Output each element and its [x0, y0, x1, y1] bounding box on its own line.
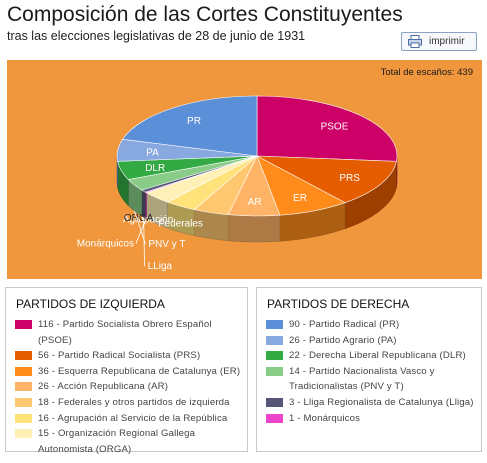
legend-left-item: 116 - Partido Socialista Obrero Español … [15, 317, 246, 348]
pie-slice-label: PNV y T [148, 239, 185, 250]
legend-swatch [266, 320, 283, 329]
pie-slice-label: AR [248, 197, 262, 208]
page-subtitle: tras las elecciones legislativas de 28 d… [7, 29, 306, 43]
legend-item-label: 26 - Partido Agrario (PA) [289, 334, 397, 346]
page-title: Composición de las Cortes Constituyentes [7, 3, 403, 26]
legend-swatch [15, 320, 32, 329]
pie-slice [256, 95, 398, 162]
pie-slice-label: Agrupación [123, 215, 174, 226]
legend-item-label: 14 - Partido Nacionalista Vasco y Tradic… [289, 365, 435, 393]
pie-slice-label: ORGA [124, 213, 154, 224]
printer-icon [408, 35, 422, 48]
legend-swatch [266, 366, 283, 376]
legend-swatch [15, 397, 32, 407]
legend-swatch [15, 366, 32, 376]
legend-swatch [266, 335, 283, 345]
legend-item-label: 90 - Partido Radical (PR) [289, 319, 400, 330]
legend-swatch [15, 382, 32, 392]
pie-tops [116, 95, 398, 217]
legend-swatch [15, 351, 32, 361]
pie-slice-label: DLR [145, 163, 165, 174]
legend-right-item: 22 - Derecha Liberal Republicana (DLR) [266, 348, 477, 364]
legend-item-label: 56 - Partido Radical Socialista (PRS) [38, 350, 201, 362]
legend-item-label: 3 - Lliga Regionalista de Catalunya (Lli… [289, 396, 474, 408]
pie-leader-line [134, 210, 146, 245]
print-button-label: imprimir [429, 36, 465, 47]
chart-panel: PSOE PRS ER AR Federales Agrupación ORGA Monárq… [7, 60, 482, 279]
pie-sides [116, 155, 398, 243]
legend-left-item: 16 - Agrupación al Servicio de la Repúbl… [15, 411, 246, 427]
pie-slice-side [227, 214, 281, 243]
legend-swatch [266, 413, 283, 423]
legend-item-label: 18 - Federales y otros partidos de izqui… [38, 396, 230, 408]
legend-right-box: PARTIDOS DE DERECHA 90 - Partido Radical… [256, 287, 482, 452]
legend-right-title: PARTIDOS DE DERECHA [267, 297, 410, 311]
legend-left-box: PARTIDOS DE IZQUIERDA 116 - Partido Soci… [5, 287, 248, 455]
pie-slice-label: PSOE [321, 122, 349, 133]
legend-right-item: 26 - Partido Agrario (PA) [266, 333, 477, 349]
legend-swatch [266, 351, 283, 361]
legend-item-label: 1 - Monárquicos [289, 412, 361, 424]
legend-right-item: 14 - Partido Nacionalista Vasco y Tradic… [266, 364, 477, 395]
legend-left-list: 116 - Partido Socialista Obrero Español … [15, 317, 246, 457]
pie-slice [256, 155, 397, 203]
pie-slice-label: ER [293, 193, 307, 204]
legend-left-item: 18 - Federales y otros partidos de izqui… [15, 395, 246, 411]
legend-right-item: 1 - Monárquicos [266, 411, 477, 427]
pie-slice-label: LLiga [148, 261, 173, 272]
legend-left-item: 56 - Partido Radical Socialista (PRS) [15, 348, 246, 364]
legend-left-item: 15 - Organización Regional Gallega Auton… [15, 426, 246, 457]
legend-item-label: 26 - Acción Republicana (AR) [38, 381, 169, 393]
pie-slice-label: Federales [158, 218, 202, 229]
legend-item-label: 36 - Esquerra Republicana de Catalunya (… [38, 365, 241, 377]
legend-right-item: 90 - Partido Radical (PR) [266, 317, 477, 333]
legend-item-label: 15 - Organización Regional Gallega Auton… [38, 428, 196, 455]
pie-slice [122, 95, 258, 157]
legend-item-label: 16 - Agrupación al Servicio de la Repúbl… [38, 412, 228, 424]
legend-swatch [15, 413, 32, 423]
pie-slice-label: PR [187, 116, 201, 127]
legend-left-title: PARTIDOS DE IZQUIERDA [16, 297, 165, 311]
legend-swatch [15, 429, 32, 439]
pie-slice-label: PRS [339, 173, 360, 184]
pie-slice-label: PA [146, 148, 159, 159]
legend-swatch [266, 397, 283, 407]
pie-leader-line [143, 217, 145, 267]
legend-left-item: 26 - Acción Republicana (AR) [15, 379, 246, 395]
legend-item-label: 22 - Derecha Liberal Republicana (DLR) [289, 350, 466, 362]
legend-left-item: 36 - Esquerra Republicana de Catalunya (… [15, 364, 246, 380]
total-seats-label: Total de escaños: 439 [381, 67, 473, 78]
legend-right-list: 90 - Partido Radical (PR) 26 - Partido Ag… [266, 317, 477, 426]
print-button[interactable]: imprimir [401, 32, 477, 51]
legend-item-label: 116 - Partido Socialista Obrero Español … [38, 319, 212, 346]
pie-slice-label: Monárquicos [77, 239, 134, 250]
legend-right-item: 3 - Lliga Regionalista de Catalunya (Lli… [266, 395, 477, 411]
